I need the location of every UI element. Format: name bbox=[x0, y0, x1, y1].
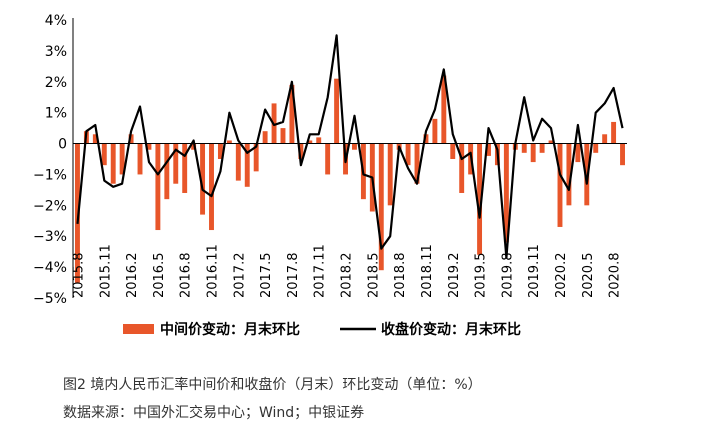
bar-midpoint-2020.4 bbox=[575, 143, 581, 163]
bar-midpoint-2016.4 bbox=[146, 143, 152, 150]
bar-midpoint-2019.10 bbox=[521, 143, 527, 153]
bar-midpoint-2019.3 bbox=[459, 143, 465, 193]
bar-midpoint-2020.7 bbox=[602, 134, 608, 144]
line-series-close bbox=[76, 34, 624, 259]
x-tick-label: 2016.2 bbox=[125, 253, 140, 299]
bar-midpoint-2015.11 bbox=[101, 143, 107, 166]
bar-midpoint-2020.1 bbox=[548, 140, 554, 144]
bar-midpoint-2016.2 bbox=[128, 134, 134, 144]
y-tick-label: 3% bbox=[45, 44, 67, 60]
bar-midpoint-2017.5 bbox=[262, 131, 268, 144]
x-tick-label: 2020.8 bbox=[608, 253, 623, 299]
y-tick-label: −5% bbox=[33, 291, 67, 307]
bar-midpoint-2018.11 bbox=[423, 134, 429, 144]
bar-midpoint-2016.11 bbox=[209, 143, 214, 231]
bar-midpoint-2020.6 bbox=[593, 143, 599, 153]
x-tick-label: 2017.11 bbox=[313, 244, 328, 298]
bar-midpoint-2016.8 bbox=[182, 143, 188, 193]
y-tick-label: −1% bbox=[33, 167, 67, 183]
bar-midpoint-2019.5 bbox=[477, 143, 483, 255]
bar-midpoint-2017.12 bbox=[325, 143, 331, 175]
bar-midpoint-2019.1 bbox=[441, 75, 447, 144]
x-tick-label: 2017.2 bbox=[232, 253, 247, 299]
x-axis-ticks: 2015.8 2015.11 2016.2 2016.5 2016.8 2016.11 20… bbox=[71, 244, 622, 298]
bar-midpoint-2018.3 bbox=[352, 143, 357, 150]
bar-midpoint-2019.11 bbox=[530, 143, 536, 163]
bar-midpoint-2017.8 bbox=[289, 84, 295, 144]
bar-midpoint-2016.1 bbox=[119, 143, 125, 175]
x-tick-label: 2015.8 bbox=[71, 253, 86, 299]
bar-midpoint-2015.12 bbox=[110, 143, 116, 184]
x-tick-label: 2019.5 bbox=[474, 253, 489, 299]
bar-midpoint-2020.8 bbox=[611, 121, 617, 144]
x-tick-label: 2019.2 bbox=[447, 253, 462, 299]
y-tick-label: −2% bbox=[33, 198, 67, 214]
bar-midpoint-2019.8 bbox=[503, 143, 509, 243]
x-tick-label: 2015.11 bbox=[98, 244, 113, 298]
bar-midpoint-2016.7 bbox=[173, 143, 179, 184]
legend-swatch-midpoint bbox=[123, 324, 154, 334]
x-tick-label: 2017.5 bbox=[259, 253, 274, 299]
bar-midpoint-2016.3 bbox=[137, 143, 143, 175]
y-tick-label: −4% bbox=[33, 260, 67, 276]
bar-midpoint-2018.6 bbox=[378, 143, 384, 271]
bar-midpoint-2017.2 bbox=[235, 143, 241, 181]
figure-source: 数据来源：中国外汇交易中心；Wind；中银证券 bbox=[63, 405, 365, 421]
bar-midpoint-2018.10 bbox=[414, 143, 420, 184]
bar-midpoint-2017.1 bbox=[226, 140, 232, 144]
bar-midpoint-2019.12 bbox=[539, 143, 545, 153]
bar-midpoint-2017.9 bbox=[298, 143, 304, 159]
bar-midpoint-2017.11 bbox=[316, 137, 322, 144]
bar-midpoint-2018.7 bbox=[387, 143, 393, 206]
x-tick-label: 2018.11 bbox=[420, 244, 435, 298]
figure-caption: 图2 境内人民币汇率中间价和收盘价（月末）环比变动（单位：%） bbox=[63, 377, 482, 393]
bar-midpoint-2020.2 bbox=[557, 143, 563, 227]
x-tick-label: 2020.5 bbox=[581, 253, 596, 299]
x-tick-label: 2017.8 bbox=[286, 253, 301, 299]
y-tick-label: −3% bbox=[33, 229, 67, 245]
bar-midpoint-2018.9 bbox=[405, 143, 411, 166]
bar-midpoint-2020.5 bbox=[584, 143, 590, 206]
x-tick-label: 2018.8 bbox=[393, 253, 408, 299]
bar-midpoint-2017.7 bbox=[280, 128, 286, 144]
bar-midpoint-2020.9 bbox=[620, 143, 625, 166]
y-axis-ticks: 4% 3% 2% 1% 0 −1% −2% −3% −4% −5% bbox=[33, 13, 67, 307]
bar-midpoint-2017.4 bbox=[253, 143, 259, 172]
bar-midpoint-2018.12 bbox=[432, 118, 438, 144]
bar-midpoint-2015.10 bbox=[92, 134, 98, 144]
y-tick-label: 4% bbox=[45, 13, 67, 29]
bar-midpoint-2016.12 bbox=[217, 143, 223, 159]
bar-midpoint-2018.1 bbox=[334, 78, 340, 144]
legend-label-midpoint: 中间价变动：月末环比 bbox=[160, 321, 300, 338]
y-tick-label: 1% bbox=[45, 106, 67, 122]
x-tick-label: 2020.2 bbox=[554, 253, 569, 299]
y-tick-label: 2% bbox=[45, 75, 67, 91]
legend: 中间价变动：月末环比 收盘价变动：月末环比 bbox=[123, 321, 521, 338]
x-tick-label: 2016.11 bbox=[206, 244, 221, 298]
bar-midpoint-2016.10 bbox=[200, 143, 206, 215]
bar-midpoint-2020.3 bbox=[566, 143, 572, 206]
bar-series-midpoint bbox=[75, 75, 625, 283]
legend-label-close: 收盘价变动：月末环比 bbox=[381, 321, 521, 338]
x-tick-label: 2019.8 bbox=[500, 253, 515, 299]
bar-midpoint-2019.2 bbox=[450, 143, 456, 159]
x-tick-label: 2019.11 bbox=[527, 244, 542, 298]
x-tick-label: 2016.8 bbox=[179, 253, 194, 299]
bar-midpoint-2017.3 bbox=[244, 143, 250, 187]
bar-midpoint-2016.6 bbox=[164, 143, 170, 200]
x-tick-label: 2018.5 bbox=[366, 253, 381, 299]
x-tick-label: 2018.2 bbox=[340, 253, 355, 299]
x-tick-label: 2016.5 bbox=[152, 253, 167, 299]
bar-midpoint-2017.10 bbox=[307, 140, 313, 144]
y-tick-label: 0 bbox=[58, 137, 67, 153]
bar-midpoint-2016.5 bbox=[155, 143, 161, 231]
bar-midpoint-2019.6 bbox=[486, 143, 491, 156]
